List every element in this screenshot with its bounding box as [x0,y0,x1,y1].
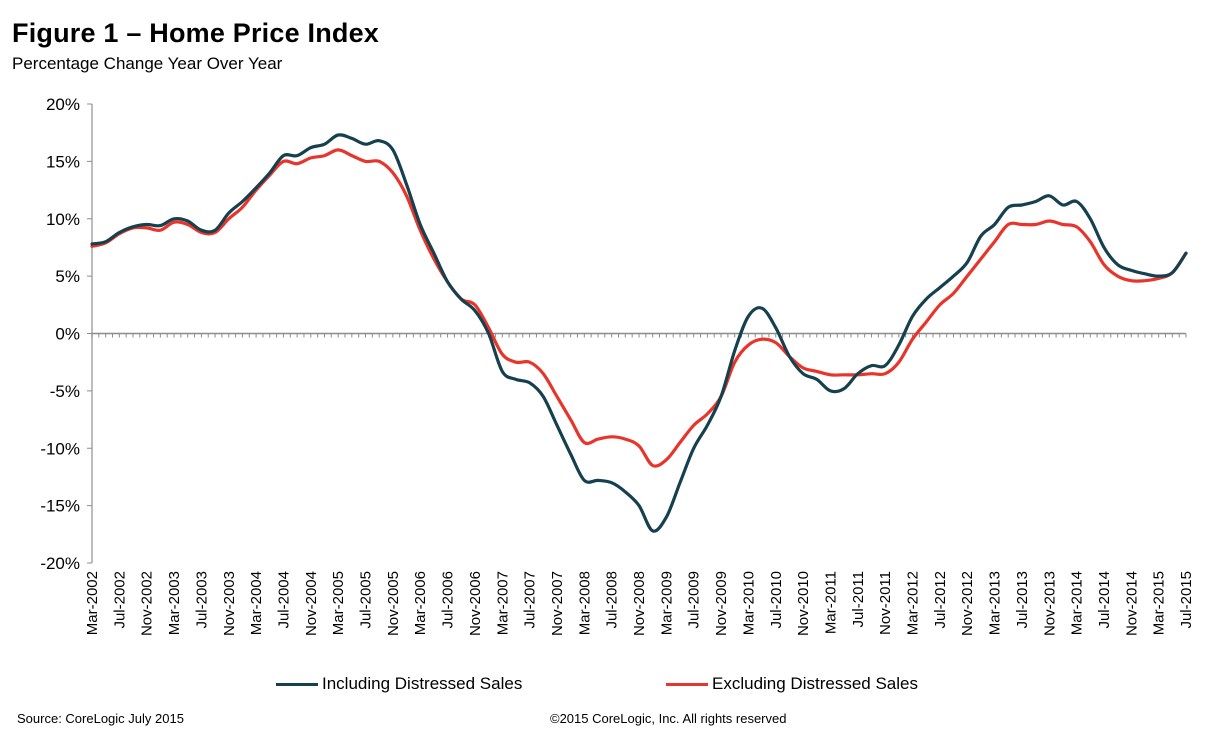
x-tick-label: Nov-2014 [1123,571,1140,636]
line-chart: 20% 15% 10% 5% 0% -5% -10% -15% -20% Mar-2002 Jul… [40,95,1195,636]
x-tick-label: Mar-2015 [1151,571,1168,635]
x-tick-label: Jul-2010 [768,571,785,629]
y-tick-label: 20% [46,95,80,114]
y-tick-label: -5% [50,382,80,401]
copyright-note: ©2015 CoreLogic, Inc. All rights reserve… [550,711,787,726]
x-tick-label: Jul-2012 [932,571,949,629]
x-tick-label: Jul-2007 [522,571,539,629]
x-tick-label: Mar-2014 [1069,571,1086,635]
x-tick-label: Nov-2007 [549,571,566,636]
x-tick-label: Mar-2008 [576,571,593,635]
x-tick-label: Nov-2004 [303,571,320,636]
y-tick-label: -15% [40,497,80,516]
y-tick-label: -20% [40,554,80,573]
x-tick-label: Nov-2013 [1041,571,1058,636]
x-tick-label: Mar-2011 [822,571,839,634]
x-tick-label: Mar-2003 [166,571,183,635]
legend-swatch-excluding [666,682,708,686]
chart-subtitle: Percentage Change Year Over Year [12,54,283,73]
x-tick-label: Jul-2011 [850,571,867,627]
legend-item-excluding: Excluding Distressed Sales [666,674,918,694]
x-tick-label: Jul-2015 [1178,571,1195,629]
y-tick-label: 0% [55,325,80,344]
x-tick-label: Jul-2002 [111,571,128,629]
x-axis-ticks: Mar-2002 Jul-2002 Nov-2002 Mar-2003 Jul-2003… [84,333,1195,636]
x-tick-label: Nov-2002 [139,571,156,636]
x-tick-label: Nov-2011 [877,571,894,635]
x-tick-label: Jul-2009 [686,571,703,629]
series-line-excluding [90,148,1188,468]
y-axis-ticks: 20% 15% 10% 5% 0% -5% -10% -15% -20% [40,95,92,573]
x-tick-label: Nov-2005 [385,571,402,636]
x-tick-label: Jul-2014 [1096,571,1113,629]
source-note: Source: CoreLogic July 2015 [17,711,184,726]
x-tick-label: Mar-2010 [740,571,757,635]
y-tick-label: 10% [46,210,80,229]
series-line-including [90,133,1188,533]
x-tick-label: Mar-2009 [658,571,675,635]
x-tick-label: Nov-2012 [959,571,976,636]
x-tick-label: Nov-2003 [221,571,238,636]
x-tick-label: Jul-2005 [358,571,375,629]
x-tick-label: Nov-2010 [795,571,812,636]
y-tick-label: 15% [46,152,80,171]
x-tick-label: Jul-2004 [275,571,292,629]
x-tick-label: Mar-2013 [987,571,1004,635]
x-tick-label: Jul-2003 [193,571,210,629]
x-tick-label: Mar-2005 [330,571,347,635]
x-tick-label: Nov-2009 [713,571,730,636]
x-tick-label: Mar-2006 [412,571,429,635]
x-tick-label: Nov-2006 [467,571,484,636]
y-tick-label: 5% [55,267,80,286]
legend-item-including: Including Distressed Sales [276,674,522,694]
y-tick-label: -10% [40,439,80,458]
chart-title: Figure 1 – Home Price Index [12,18,380,48]
series-lines [90,133,1188,533]
x-tick-label: Mar-2012 [905,571,922,635]
x-tick-label: Mar-2004 [248,571,265,635]
x-tick-label: Jul-2013 [1014,571,1031,629]
legend-label-excluding: Excluding Distressed Sales [712,674,918,693]
legend-label-including: Including Distressed Sales [322,674,523,693]
x-tick-label: Jul-2006 [440,571,457,629]
legend-swatch-including [276,682,318,686]
x-tick-label: Mar-2002 [84,571,101,635]
x-tick-label: Jul-2008 [604,571,621,629]
x-tick-label: Mar-2007 [494,571,511,635]
x-tick-label: Nov-2008 [631,571,648,636]
